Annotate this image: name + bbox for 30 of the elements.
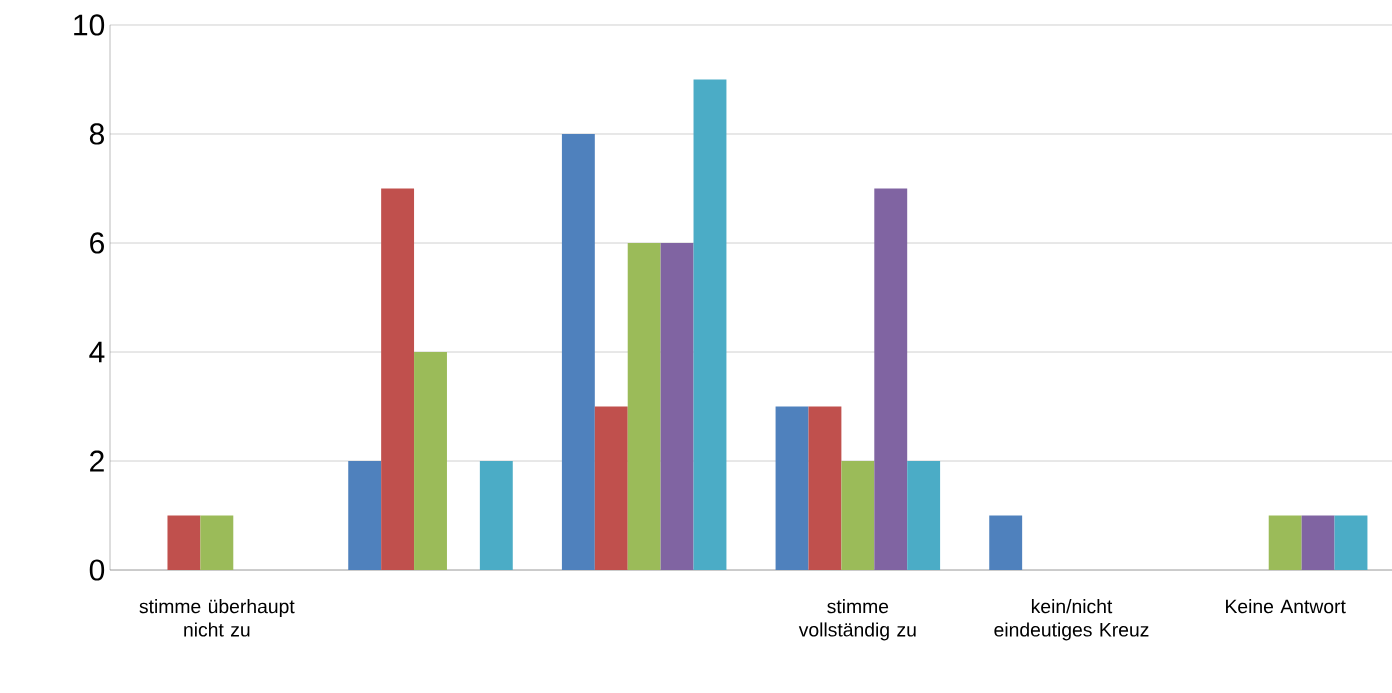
bar <box>167 515 201 570</box>
bar <box>907 461 941 570</box>
y-tick-label: 2 <box>90 450 104 472</box>
bar <box>414 352 447 570</box>
bar <box>841 461 875 570</box>
y-tick-label: 0 <box>89 559 105 581</box>
bar <box>1301 515 1335 570</box>
bar <box>561 133 595 570</box>
y-tick-label: 10 <box>74 14 105 36</box>
bar <box>479 461 513 570</box>
y-tick-label: 4 <box>89 341 105 363</box>
y-tick-label: 6 <box>90 232 104 254</box>
x-tick-label: stimme vollständig zu <box>798 599 916 641</box>
bar <box>693 79 727 570</box>
bar <box>348 461 382 570</box>
bar <box>989 515 1023 570</box>
bar <box>1334 515 1368 570</box>
bar <box>775 406 809 570</box>
bar <box>660 243 694 570</box>
bar <box>594 406 628 570</box>
bar <box>874 188 908 570</box>
x-tick-label: stimme überhaupt nicht zu <box>139 599 295 637</box>
bar <box>1268 515 1302 570</box>
bar <box>627 243 661 570</box>
y-tick-label: 8 <box>89 123 104 145</box>
x-tick-label: Keine Antwort <box>1226 599 1346 614</box>
bar <box>808 406 842 570</box>
bar <box>381 188 415 570</box>
bar <box>200 515 234 570</box>
x-tick-label: kein/nicht eindeutiges Kreuz <box>994 599 1149 641</box>
